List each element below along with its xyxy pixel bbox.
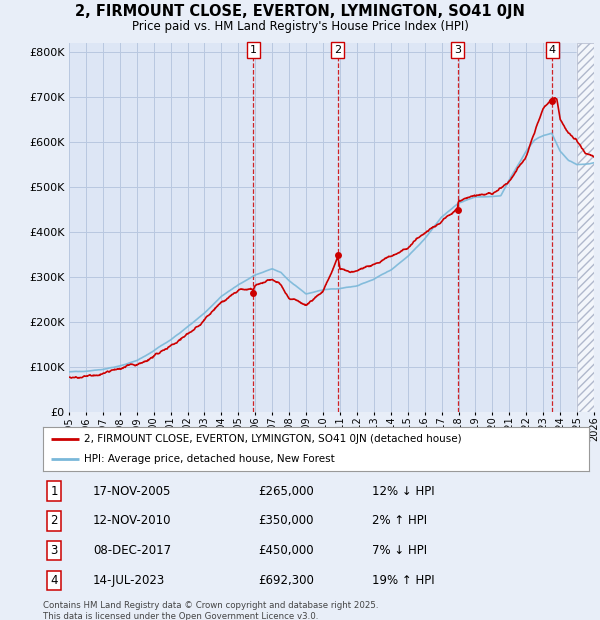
Bar [577,43,594,412]
Bar [577,43,594,412]
Text: 14-JUL-2023: 14-JUL-2023 [93,574,165,587]
Text: 2, FIRMOUNT CLOSE, EVERTON, LYMINGTON, SO41 0JN (detached house): 2, FIRMOUNT CLOSE, EVERTON, LYMINGTON, S… [84,433,462,444]
Text: 08-DEC-2017: 08-DEC-2017 [93,544,171,557]
Text: 2, FIRMOUNT CLOSE, EVERTON, LYMINGTON, SO41 0JN: 2, FIRMOUNT CLOSE, EVERTON, LYMINGTON, S… [75,4,525,19]
Text: 1: 1 [50,485,58,497]
Text: 1: 1 [250,45,257,55]
Text: £350,000: £350,000 [258,515,314,527]
Text: HPI: Average price, detached house, New Forest: HPI: Average price, detached house, New … [84,454,335,464]
Text: 2: 2 [50,515,58,527]
Text: 2: 2 [334,45,341,55]
Text: 12-NOV-2010: 12-NOV-2010 [93,515,172,527]
Text: 2% ↑ HPI: 2% ↑ HPI [372,515,427,527]
Text: Contains HM Land Registry data © Crown copyright and database right 2025.
This d: Contains HM Land Registry data © Crown c… [43,601,379,620]
Text: 19% ↑ HPI: 19% ↑ HPI [372,574,434,587]
Bar [577,43,594,412]
Text: 3: 3 [454,45,461,55]
Text: 4: 4 [50,574,58,587]
Text: £692,300: £692,300 [258,574,314,587]
Text: 17-NOV-2005: 17-NOV-2005 [93,485,172,497]
Text: £450,000: £450,000 [258,544,314,557]
Text: Price paid vs. HM Land Registry's House Price Index (HPI): Price paid vs. HM Land Registry's House … [131,20,469,33]
Text: 4: 4 [549,45,556,55]
Text: 7% ↓ HPI: 7% ↓ HPI [372,544,427,557]
Text: 3: 3 [50,544,58,557]
Text: 12% ↓ HPI: 12% ↓ HPI [372,485,434,497]
Text: £265,000: £265,000 [258,485,314,497]
